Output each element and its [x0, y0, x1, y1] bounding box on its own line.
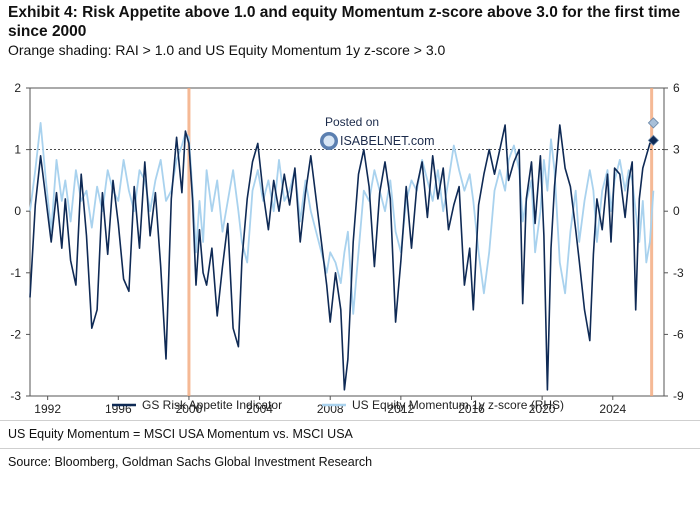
series-line-momentum — [29, 122, 655, 315]
left-tick-label: 1 — [14, 143, 21, 157]
x-tick-label: 2020 — [529, 402, 556, 416]
series-group — [29, 122, 655, 391]
watermark-line1: Posted on — [325, 115, 379, 129]
watermark-line2: ISABELNET.com — [340, 134, 434, 148]
left-tick-label: 2 — [14, 81, 21, 95]
x-tick-label: 1992 — [34, 402, 61, 416]
separator-bottom — [0, 448, 700, 449]
left-tick-label: -1 — [10, 266, 21, 280]
legend: GS Risk Appetite Indicator US Equity Mom… — [112, 398, 564, 412]
x-tick-label: 2000 — [176, 402, 203, 416]
end-markers — [647, 117, 659, 146]
right-tick-label: -6 — [673, 327, 684, 341]
right-tick-label: 6 — [673, 81, 680, 95]
end-marker-0 — [647, 134, 659, 146]
left-tick-label: 0 — [14, 204, 21, 218]
shading-band-0 — [187, 88, 191, 396]
watermark: Posted on ISABELNET.com — [320, 115, 434, 150]
chart-subtitle: Orange shading: RAI > 1.0 and US Equity … — [8, 42, 446, 58]
footnote: US Equity Momentum = MSCI USA Momentum v… — [8, 427, 353, 441]
globe-highlight — [323, 135, 335, 147]
x-tick-label: 2012 — [388, 402, 415, 416]
x-tick-label: 2004 — [246, 402, 273, 416]
plot-area — [29, 87, 665, 397]
right-tick-label: 3 — [673, 143, 680, 157]
orange-shading — [187, 88, 654, 396]
legend-label-momentum: US Equity Momentum 1y z-score (RHS) — [352, 398, 564, 412]
source-line: Source: Bloomberg, Goldman Sachs Global … — [8, 455, 373, 469]
left-tick-label: -3 — [10, 389, 21, 403]
chart-title: Exhibit 4: Risk Appetite above 1.0 and e… — [8, 4, 681, 40]
series-line-rai — [29, 124, 654, 391]
separator-top — [0, 420, 700, 421]
left-tick-label: -2 — [10, 327, 21, 341]
x-tick-label: 2016 — [458, 402, 485, 416]
right-tick-label: -9 — [673, 389, 684, 403]
shading-band-1 — [650, 88, 654, 396]
legend-label-rai: GS Risk Appetite Indicator — [142, 398, 282, 412]
plot-border — [29, 87, 665, 397]
right-tick-label: 0 — [673, 204, 680, 218]
x-tick-label: 2024 — [599, 402, 626, 416]
right-tick-label: -3 — [673, 266, 684, 280]
end-marker-1 — [647, 117, 659, 129]
